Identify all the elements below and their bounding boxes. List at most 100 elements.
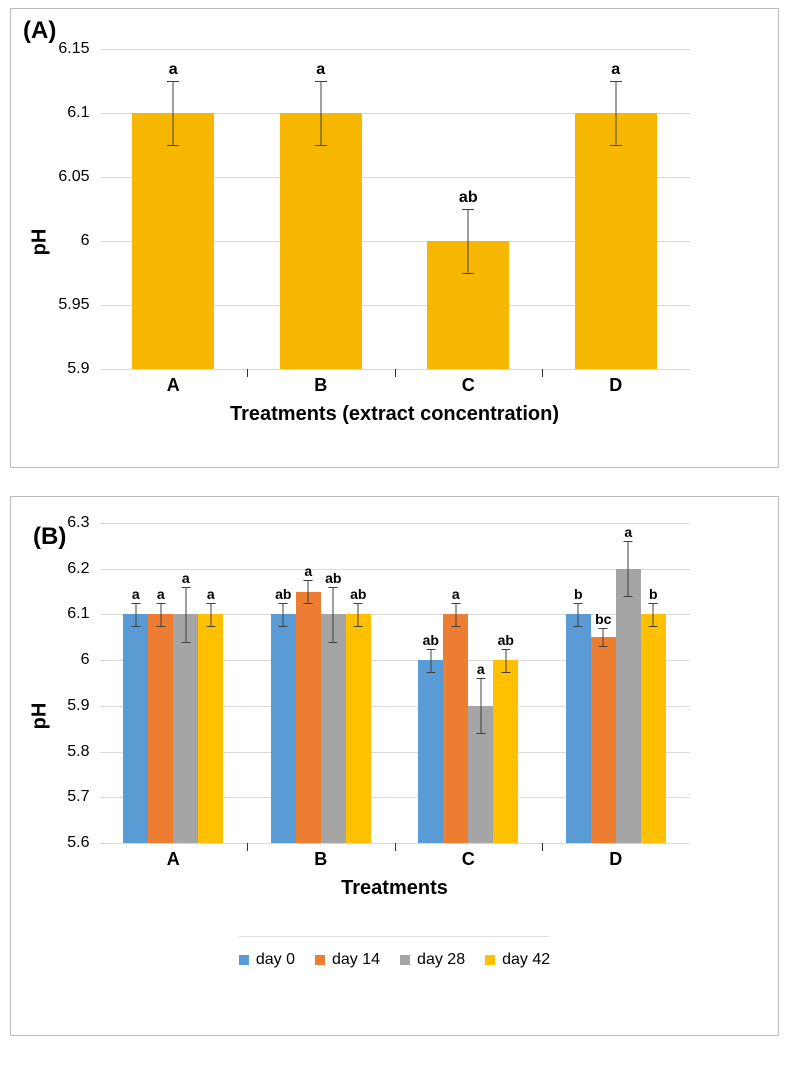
error-cap <box>426 649 435 650</box>
legend-swatch <box>239 955 249 965</box>
bar <box>173 614 198 843</box>
error-cap <box>156 603 165 604</box>
x-cat-label: C <box>462 369 475 396</box>
panel-b-label: (B) <box>33 523 66 551</box>
y-tick-label: 6.15 <box>58 40 99 58</box>
bar <box>591 637 616 843</box>
sig-label: a <box>477 661 485 677</box>
error-bar <box>615 81 616 145</box>
error-cap <box>649 626 658 627</box>
sig-label: a <box>452 586 460 602</box>
y-tick-label: 6 <box>81 232 100 250</box>
error-bar <box>210 603 211 626</box>
error-cap <box>599 646 608 647</box>
x-tick <box>247 369 248 377</box>
error-bar <box>653 603 654 626</box>
x-tick <box>395 369 396 377</box>
plot-area-b: 5.65.75.85.966.16.26.3AaaaaBabaababCabaa… <box>100 523 690 843</box>
bar <box>280 113 362 369</box>
y-tick-label: 6.1 <box>67 605 99 623</box>
gridline <box>100 49 690 50</box>
bar <box>566 614 591 843</box>
error-bar <box>468 209 469 273</box>
error-cap <box>131 626 140 627</box>
y-tick-label: 6 <box>81 651 100 669</box>
sig-label: a <box>132 586 140 602</box>
bar <box>616 569 641 843</box>
bar <box>321 614 346 843</box>
error-cap <box>304 580 313 581</box>
error-bar <box>308 580 309 603</box>
bar <box>296 592 321 843</box>
x-tick <box>247 843 248 851</box>
bar <box>575 113 657 369</box>
sig-label: b <box>574 586 583 602</box>
error-bar <box>333 587 334 642</box>
sig-label: bc <box>595 611 611 627</box>
error-cap <box>574 626 583 627</box>
error-cap <box>476 678 485 679</box>
panel-a-y-title: pH <box>28 228 51 255</box>
error-cap <box>354 626 363 627</box>
error-bar <box>505 649 506 672</box>
y-tick-label: 5.8 <box>67 743 99 761</box>
error-cap <box>279 626 288 627</box>
legend-item: day 0 <box>239 951 295 969</box>
error-cap <box>426 672 435 673</box>
error-bar <box>160 603 161 626</box>
error-bar <box>283 603 284 626</box>
error-cap <box>279 603 288 604</box>
x-cat-label: A <box>167 843 180 870</box>
sig-label: ab <box>498 632 514 648</box>
error-cap <box>599 628 608 629</box>
error-bar <box>135 603 136 626</box>
sig-label: a <box>157 586 165 602</box>
error-bar <box>185 587 186 642</box>
error-cap <box>167 81 179 82</box>
panel-a: (A) pH 5.95.9566.056.16.15AaBaCabDa Trea… <box>10 8 779 468</box>
sig-label: b <box>649 586 658 602</box>
error-bar <box>455 603 456 626</box>
error-cap <box>462 273 474 274</box>
legend-item: day 28 <box>400 951 465 969</box>
bar <box>271 614 296 843</box>
legend-swatch <box>400 955 410 965</box>
bar <box>418 660 443 843</box>
legend-label: day 0 <box>256 951 295 969</box>
error-cap <box>501 649 510 650</box>
error-cap <box>649 603 658 604</box>
x-cat-label: C <box>462 843 475 870</box>
y-tick-label: 6.1 <box>67 104 99 122</box>
panel-b-y-title: pH <box>28 702 51 729</box>
error-cap <box>131 603 140 604</box>
sig-label: a <box>169 61 178 79</box>
x-cat-label: D <box>609 843 622 870</box>
sig-label: a <box>316 61 325 79</box>
y-tick-label: 5.9 <box>67 697 99 715</box>
sig-label: ab <box>350 586 366 602</box>
error-cap <box>354 603 363 604</box>
x-cat-label: D <box>609 369 622 396</box>
error-cap <box>181 587 190 588</box>
error-cap <box>315 81 327 82</box>
legend-label: day 14 <box>332 951 380 969</box>
error-bar <box>173 81 174 145</box>
error-cap <box>329 642 338 643</box>
y-tick-label: 5.9 <box>67 360 99 378</box>
bar <box>443 614 468 843</box>
error-bar <box>320 81 321 145</box>
bar <box>641 614 666 843</box>
legend-item: day 42 <box>485 951 550 969</box>
x-tick <box>395 843 396 851</box>
error-bar <box>358 603 359 626</box>
x-tick <box>542 843 543 851</box>
error-cap <box>156 626 165 627</box>
sig-label: a <box>304 563 312 579</box>
error-cap <box>624 596 633 597</box>
bar <box>132 113 214 369</box>
sig-label: ab <box>275 586 291 602</box>
error-cap <box>206 626 215 627</box>
x-cat-label: B <box>314 369 327 396</box>
error-cap <box>574 603 583 604</box>
panel-b: (B) pH 5.65.75.85.966.16.26.3AaaaaBabaab… <box>10 496 779 1036</box>
